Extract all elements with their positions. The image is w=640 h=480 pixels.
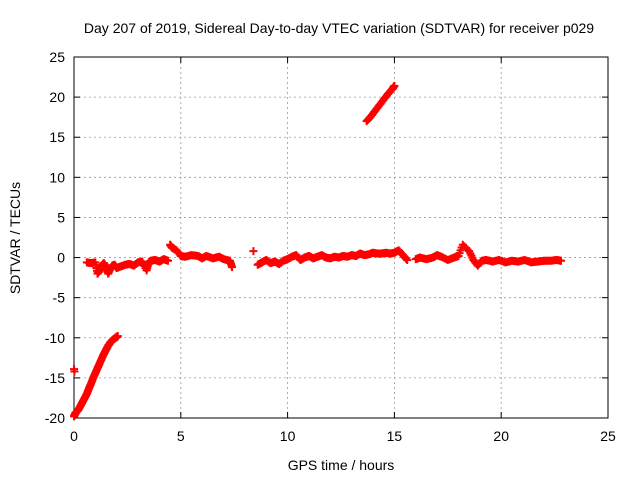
x-tick-label: 0 [70,428,78,444]
grid [74,57,608,418]
y-tick-label: 15 [49,129,65,145]
data-series [70,81,566,421]
y-tick-label: 0 [57,250,65,266]
data-point [403,255,412,264]
y-tick-label: 25 [49,49,65,65]
x-axis-title: GPS time / hours [288,457,395,473]
x-tick-label: 25 [600,428,616,444]
y-tick-label: -20 [45,410,65,426]
x-tick-label: 15 [387,428,403,444]
data-point [228,263,237,272]
chart-title: Day 207 of 2019, Sidereal Day-to-day VTE… [84,20,594,36]
data-point [557,256,566,265]
data-point [402,254,411,263]
axis-ticks: 0 5 10 15 20 25 -20 -15 -10 -5 0 5 10 15 20 25 [45,49,616,444]
y-tick-label: -15 [45,370,65,386]
data-point [163,256,172,265]
y-tick-label: 5 [57,209,65,225]
data-point [70,367,79,376]
x-tick-label: 20 [493,428,509,444]
y-axis-title: SDTVAR / TECUs [7,182,23,294]
data-point [249,247,258,256]
y-tick-label: -5 [53,290,66,306]
data-point [390,81,399,90]
y-tick-label: -10 [45,330,65,346]
data-point [113,332,122,341]
y-tick-label: 20 [49,89,65,105]
y-tick-label: 10 [49,169,65,185]
x-tick-label: 10 [280,428,296,444]
x-tick-label: 5 [177,428,185,444]
plot-frame [73,56,609,419]
